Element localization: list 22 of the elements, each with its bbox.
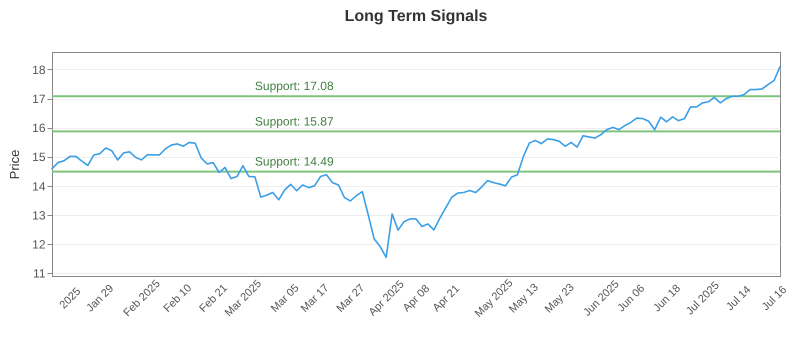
y-tick-label: 16 (32, 121, 46, 136)
x-tick-label: Jul 14 (724, 284, 754, 314)
x-tick-label: May 23 (542, 282, 577, 316)
ref-line-label: Support: 17.08 (254, 79, 334, 94)
y-tick-label: 11 (33, 266, 46, 281)
ref-line-label: Support: 14.49 (254, 154, 334, 169)
y-tick-label: 13 (32, 208, 46, 222)
y-tick-label: 18 (32, 62, 46, 77)
y-tick-label: 15 (32, 150, 46, 164)
ref-line-label: Support: 15.87 (254, 114, 334, 128)
y-tick-label: 17 (32, 92, 46, 106)
x-tick-label: Jun 18 (651, 282, 684, 314)
x-tick-label: Feb 10 (161, 282, 194, 315)
x-tick-label: Apr 21 (430, 282, 462, 314)
x-tick-label: Jan 29 (84, 282, 116, 314)
chart-title: Long Term Signals (344, 8, 488, 25)
x-tick-label: Jul 16 (760, 284, 790, 314)
line-series (51, 66, 781, 258)
x-tick-label: Mar 27 (334, 282, 368, 315)
y-tick-label: 14 (32, 179, 46, 194)
y-axis-title: Price (7, 150, 22, 180)
y-tick-label: 12 (32, 238, 46, 252)
